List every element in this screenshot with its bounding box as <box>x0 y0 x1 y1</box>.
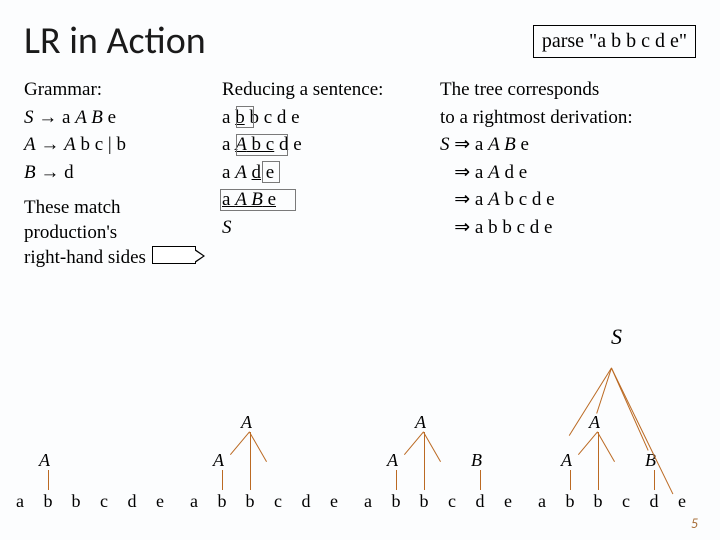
deriv-line: S ⇒ a A B e <box>440 131 700 159</box>
tree-area: a b b c d e A a b b c d e A A <box>0 352 720 512</box>
leaf-row: a b b c d e <box>354 491 522 512</box>
tree-edge <box>48 470 49 490</box>
leaf: c <box>264 491 292 512</box>
leaf: b <box>62 491 90 512</box>
leaf: d <box>640 491 668 512</box>
tree-node: B <box>471 450 482 471</box>
tree-edge <box>423 432 441 462</box>
derivation-column: The tree corresponds to a rightmost deri… <box>440 76 700 270</box>
reducing-column: Reducing a sentence: a b b c d e a A b c… <box>222 76 422 270</box>
deriv-line: ⇒ a A b c d e <box>440 186 700 214</box>
tree-2: a b b c d e A A <box>180 402 348 512</box>
grammar-rule: S → a A B e <box>24 104 204 132</box>
tree-edge <box>598 432 599 490</box>
title-row: LR in Action parse "a b b c d e" <box>24 18 696 64</box>
leaf: a <box>354 491 382 512</box>
tree-edge <box>570 470 571 490</box>
tree-edge <box>222 470 223 490</box>
big-s-label: S <box>611 324 622 350</box>
leaf-row: a b b c d e <box>528 491 696 512</box>
reducing-heading: Reducing a sentence: <box>222 76 422 104</box>
tree-node: A <box>241 412 252 433</box>
tree-1: a b b c d e A <box>6 432 174 512</box>
reducing-line: a A B e <box>222 186 422 214</box>
leaf: e <box>494 491 522 512</box>
tree-edge <box>250 432 251 490</box>
tree-4: a b b c d e A A B <box>528 362 708 512</box>
tree-edge <box>249 432 267 462</box>
leaf: b <box>410 491 438 512</box>
leaf: c <box>612 491 640 512</box>
tree-edge <box>597 432 615 462</box>
reducing-line: a A d e <box>222 159 422 187</box>
leaf: a <box>528 491 556 512</box>
leaf: b <box>584 491 612 512</box>
leaf: d <box>118 491 146 512</box>
page-number: 5 <box>691 515 698 532</box>
leaf: c <box>90 491 118 512</box>
grammar-column: Grammar: S → a A B e A → A b c | b B → d… <box>24 76 204 270</box>
content-columns: Grammar: S → a A B e A → A b c | b B → d… <box>24 76 696 270</box>
leaf-row: a b b c d e <box>6 491 174 512</box>
deriv-line: ⇒ a b b c d e <box>440 214 700 242</box>
leaf: b <box>208 491 236 512</box>
leaf: a <box>6 491 34 512</box>
slide-title: LR in Action <box>24 18 206 64</box>
tree-node: A <box>415 412 426 433</box>
reducing-line: a A b c d e <box>222 131 422 159</box>
grammar-heading: Grammar: <box>24 76 204 104</box>
leaf: a <box>180 491 208 512</box>
slide: LR in Action parse "a b b c d e" Grammar… <box>0 0 720 540</box>
deriv-heading: The tree corresponds <box>440 76 700 104</box>
tree-node: A <box>39 450 50 471</box>
reducing-line: S <box>222 214 422 242</box>
leaf: d <box>466 491 494 512</box>
tree-edge <box>404 431 424 455</box>
deriv-line: ⇒ a A d e <box>440 159 700 187</box>
leaf: b <box>236 491 264 512</box>
tree-edge <box>230 431 250 455</box>
leaf: b <box>34 491 62 512</box>
pointer-arrow <box>152 246 196 264</box>
parse-box: parse "a b b c d e" <box>533 25 696 58</box>
grammar-rule: B → d <box>24 159 204 187</box>
deriv-heading2: to a rightmost derivation: <box>440 104 700 132</box>
tree-edge <box>396 470 397 490</box>
tree-3: a b b c d e A A B <box>354 402 522 512</box>
tree-node: A <box>387 450 398 471</box>
leaf-row: a b b c d e <box>180 491 348 512</box>
leaf: c <box>438 491 466 512</box>
grammar-rule: A → A b c | b <box>24 131 204 159</box>
tree-edge <box>596 368 612 414</box>
tree-node: B <box>645 450 656 471</box>
tree-node: A <box>561 450 572 471</box>
tree-edge <box>480 470 481 490</box>
leaf: e <box>320 491 348 512</box>
tree-edge <box>578 431 598 455</box>
leaf: d <box>292 491 320 512</box>
leaf: b <box>556 491 584 512</box>
tree-node: A <box>213 450 224 471</box>
reducing-line: a b b c d e <box>222 104 422 132</box>
leaf: b <box>382 491 410 512</box>
leaf: e <box>146 491 174 512</box>
tree-node: A <box>589 412 600 433</box>
tree-edge <box>424 432 425 490</box>
tree-edge <box>611 368 673 494</box>
tree-edge <box>654 470 655 490</box>
